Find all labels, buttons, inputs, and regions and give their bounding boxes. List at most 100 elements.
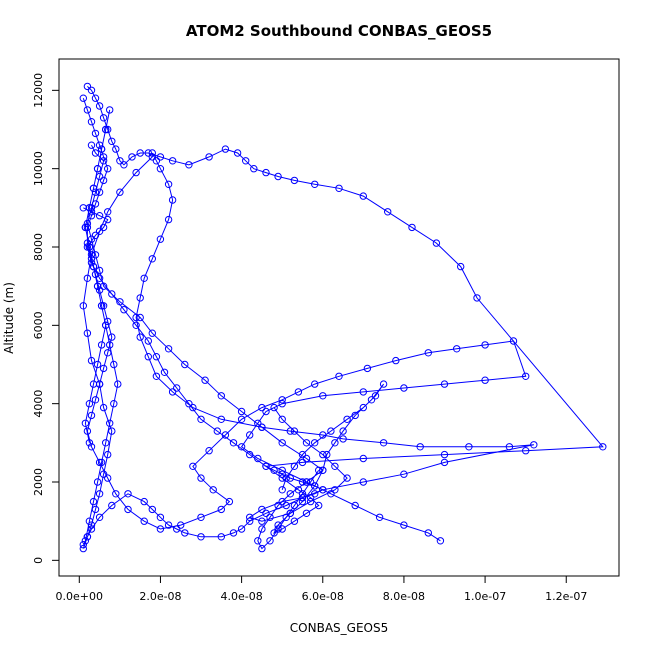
data-point [85,439,94,447]
data-point [282,513,290,521]
data-point [217,533,226,541]
data-point [509,337,518,345]
data-point [87,356,96,365]
data-point [120,306,128,314]
data-point [140,517,148,525]
data-point [205,447,213,455]
data-point [104,165,112,173]
data-point [237,407,246,416]
data-point [85,400,94,408]
y-tick-label: 0 [32,557,45,564]
data-point [237,443,246,451]
data-point [363,364,372,373]
data-point [302,454,311,463]
y-tick-label: 6000 [32,311,45,339]
data-point [436,537,445,545]
data-point [254,419,262,427]
data-point [132,321,140,329]
data-point [124,490,132,498]
x-tick-label: 0.0e+00 [56,590,103,603]
data-point [79,544,88,553]
data-point [93,165,102,173]
data-point [93,360,102,369]
data-point [209,486,217,494]
data-point [112,490,120,498]
data-point [213,427,222,435]
data-point [335,372,343,380]
data-point [359,478,367,486]
x-axis: 0.0e+00 2.0e-08 4.0e-08 6.0e-08 8.0e-08 1.0e-… [56,575,587,603]
series-line [84,109,119,541]
data-point [440,458,449,467]
data-point [140,497,148,506]
data-point [229,439,238,447]
data-point [205,153,213,161]
y-axis: 0 2000 4000 6000 8000 10000 12000 [32,73,60,564]
data-point [327,427,335,435]
data-point [379,439,388,447]
data-point [95,227,104,236]
data-point [173,525,181,533]
data-point [156,235,165,243]
plot-area [79,82,607,553]
data-point [87,204,96,212]
data-point [440,380,449,388]
data-point [457,262,465,271]
data-point [95,458,104,467]
data-point [89,497,98,506]
data-point [91,396,100,404]
data-point [83,82,92,91]
data-point [83,427,92,435]
data-point [258,505,266,514]
data-point [99,364,108,373]
data-point [335,184,343,193]
data-point [298,458,307,467]
data-point [91,200,100,208]
data-point [79,94,88,102]
data-point [97,341,106,349]
data-point [91,149,100,157]
data-point [221,145,230,153]
data-point [148,329,157,337]
data-point [106,419,114,427]
data-point [79,541,88,549]
data-point [81,537,90,545]
data-point [384,208,392,216]
data-point [148,149,157,157]
data-point [599,443,607,451]
data-point [375,513,384,521]
y-axis-label: Altitude (m) [2,282,16,354]
data-point [311,439,319,447]
data-point [79,302,88,310]
data-point [392,356,400,365]
data-point [83,533,92,541]
data-point [189,403,197,412]
data-point [473,294,481,302]
data-point [311,180,319,189]
data-point [197,533,205,541]
data-point [424,529,432,537]
data-point [319,431,327,439]
data-point [185,400,193,408]
x-tick-label: 2.0e-08 [139,590,181,603]
data-point [274,501,282,510]
data-point [270,529,278,537]
data-point [91,270,100,279]
data-point [89,184,98,193]
data-point [319,466,327,474]
data-point [164,521,173,529]
data-point [311,490,319,498]
data-point [87,255,96,263]
data-point [306,497,315,506]
data-point [221,431,230,439]
data-point [351,501,359,510]
data-point [99,157,108,165]
data-point [286,474,294,482]
data-point [266,537,274,545]
data-point [91,505,100,514]
data-point [282,474,290,482]
data-point [85,204,94,212]
data-point [99,176,108,185]
data-point [197,415,205,423]
